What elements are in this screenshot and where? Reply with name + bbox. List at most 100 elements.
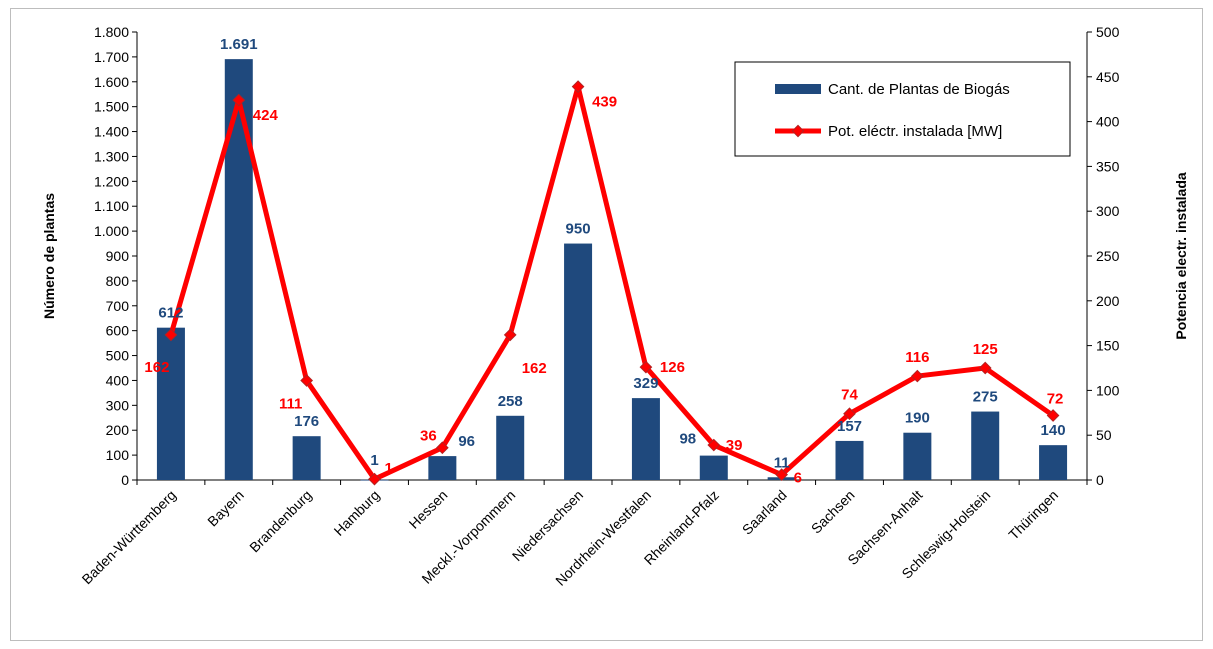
line-value-label: 39 <box>726 437 743 454</box>
bar <box>156 327 185 480</box>
y2-tick-label: 300 <box>1096 203 1120 219</box>
bar-value-label: 176 <box>294 413 319 430</box>
bar-value-label: 190 <box>905 410 930 427</box>
bar <box>428 456 457 480</box>
bar-value-label: 275 <box>973 389 998 406</box>
y2-tick-label: 450 <box>1096 69 1120 85</box>
bar-value-label: 1.691 <box>220 36 258 53</box>
line-value-label: 162 <box>522 360 547 377</box>
line-point <box>435 441 449 455</box>
line-point <box>164 328 178 342</box>
x-tick-label: Niedersachsen <box>509 487 586 564</box>
y-tick-label: 600 <box>106 323 130 339</box>
bar-value-label: 1 <box>370 452 378 469</box>
line-point <box>232 93 246 107</box>
bar-value-label: 140 <box>1041 422 1066 439</box>
line-value-label: 6 <box>794 470 802 487</box>
line-value-label: 424 <box>253 107 279 124</box>
y-tick-label: 400 <box>106 372 130 388</box>
line-point <box>368 472 381 486</box>
y-tick-label: 700 <box>106 298 130 314</box>
y-tick-label: 1.200 <box>94 173 129 189</box>
line-value-label: 74 <box>841 387 858 404</box>
y-tick-label: 1.100 <box>94 198 129 214</box>
x-tick-label: Baden-Württemberg <box>79 487 179 587</box>
y2-tick-label: 500 <box>1096 24 1120 40</box>
legend-bar-swatch <box>775 84 821 94</box>
x-tick-label: Hessen <box>406 487 451 532</box>
line-value-label: 439 <box>592 94 617 111</box>
line-point <box>300 374 314 387</box>
bar-value-label: 950 <box>566 221 591 238</box>
y-tick-label: 200 <box>106 422 130 438</box>
y2-tick-label: 50 <box>1096 427 1112 443</box>
y2-tick-label: 0 <box>1096 472 1104 488</box>
bar <box>564 243 593 480</box>
y-tick-label: 900 <box>106 248 130 264</box>
x-tick-label: Sachsen <box>808 487 858 537</box>
y-tick-label: 500 <box>106 348 130 364</box>
x-tick-label: Hamburg <box>331 487 383 539</box>
y-tick-label: 0 <box>121 472 129 488</box>
line-value-label: 36 <box>420 428 437 445</box>
bar-value-label: 612 <box>158 305 183 322</box>
legend-box <box>734 61 1071 157</box>
bar <box>1039 445 1068 480</box>
legend-line-marker <box>791 124 805 138</box>
x-tick-label: Thüringen <box>1005 487 1061 543</box>
bar-value-label: 329 <box>633 375 658 392</box>
y2-tick-label: 400 <box>1096 114 1120 130</box>
line-value-label: 72 <box>1047 390 1064 407</box>
legend-bar-label: Cant. de Plantas de Biogás <box>828 81 1010 98</box>
y-tick-label: 1.700 <box>94 49 129 65</box>
x-tick-label: Bayern <box>204 487 247 530</box>
bar <box>699 455 728 480</box>
y-tick-label: 1.300 <box>94 148 129 164</box>
series-line <box>168 84 1055 482</box>
line-value-label: 126 <box>660 359 685 376</box>
line-point <box>1046 409 1060 422</box>
y-tick-label: 800 <box>106 273 130 289</box>
line-point <box>503 328 517 342</box>
bar-value-label: 258 <box>498 393 523 410</box>
x-tick-label: Brandenburg <box>246 487 315 556</box>
line-point <box>978 361 992 375</box>
y2-axis-title: Potencia electr. instalada <box>1173 172 1189 340</box>
y-tick-label: 1.000 <box>94 223 129 239</box>
y-tick-label: 1.500 <box>94 99 129 115</box>
bar <box>292 436 321 480</box>
y2-tick-label: 200 <box>1096 293 1120 309</box>
legend-line-label: Pot. eléctr. instalada [MW] <box>828 123 1002 140</box>
line-point <box>910 369 924 383</box>
bar-value-label: 157 <box>837 418 862 435</box>
y-tick-label: 300 <box>106 397 130 413</box>
line-point <box>843 407 856 421</box>
line-value-label: 116 <box>905 349 929 366</box>
line-value-label: 1 <box>385 460 393 477</box>
line-point <box>639 360 653 374</box>
y-tick-label: 1.400 <box>94 124 129 140</box>
line-point <box>571 80 585 94</box>
x-tick-label: Saarland <box>739 487 790 538</box>
bar-value-label: 96 <box>458 433 475 450</box>
y2-tick-label: 250 <box>1096 248 1120 264</box>
bar <box>224 59 253 481</box>
y2-tick-label: 100 <box>1096 382 1120 398</box>
line-value-label: 125 <box>973 341 998 358</box>
line-value-label: 111 <box>279 396 302 413</box>
y2-tick-label: 350 <box>1096 158 1120 174</box>
line-point <box>775 468 789 481</box>
bar <box>903 432 932 480</box>
y-tick-label: 1.600 <box>94 74 129 90</box>
bar-value-label: 11 <box>774 454 790 471</box>
line-value-label: 162 <box>144 359 169 376</box>
bar-value-label: 98 <box>679 431 696 448</box>
y2-tick-label: 150 <box>1096 338 1120 354</box>
bar <box>835 440 864 480</box>
y-tick-label: 100 <box>106 447 130 463</box>
y-tick-label: 1.800 <box>94 24 129 40</box>
y-axis-title: Número de plantas <box>41 193 57 319</box>
bar <box>631 398 660 480</box>
bar <box>971 411 1000 480</box>
